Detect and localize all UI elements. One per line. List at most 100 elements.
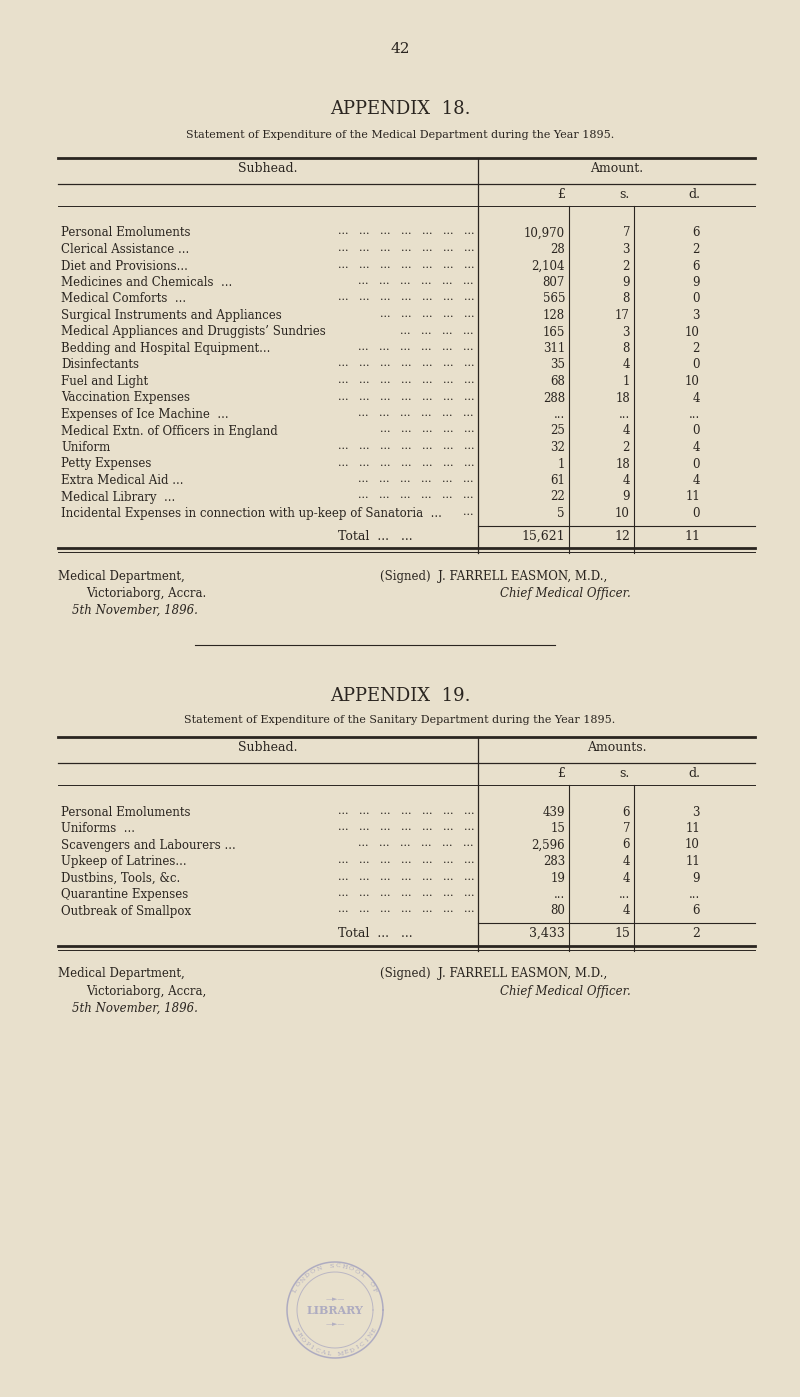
Text: ...   ...   ...   ...   ...   ...   ...: ... ... ... ... ... ... ... xyxy=(338,359,474,369)
Text: 8: 8 xyxy=(622,342,630,355)
Text: L: L xyxy=(326,1351,331,1356)
Text: LIBRARY: LIBRARY xyxy=(306,1305,363,1316)
Text: 68: 68 xyxy=(550,374,565,388)
Text: O: O xyxy=(299,1337,306,1344)
Text: ...: ... xyxy=(689,408,700,420)
Text: Personal Emoluments: Personal Emoluments xyxy=(61,806,190,819)
Text: 165: 165 xyxy=(542,326,565,338)
Text: 10,970: 10,970 xyxy=(524,226,565,239)
Text: 11: 11 xyxy=(684,529,700,542)
Text: 15: 15 xyxy=(550,821,565,835)
Text: 10: 10 xyxy=(615,507,630,520)
Text: 61: 61 xyxy=(550,474,565,488)
Text: Disinfectants: Disinfectants xyxy=(61,359,139,372)
Text: E: E xyxy=(371,1327,378,1333)
Text: 3: 3 xyxy=(693,806,700,819)
Text: 311: 311 xyxy=(542,342,565,355)
Text: ...   ...   ...   ...   ...   ...   ...: ... ... ... ... ... ... ... xyxy=(338,374,474,386)
Text: Medical Appliances and Druggists’ Sundries: Medical Appliances and Druggists’ Sundri… xyxy=(61,326,326,338)
Text: ...   ...   ...   ...   ...   ...   ...: ... ... ... ... ... ... ... xyxy=(338,888,474,898)
Text: 128: 128 xyxy=(543,309,565,321)
Text: ...   ...   ...   ...   ...   ...: ... ... ... ... ... ... xyxy=(358,838,474,848)
Text: N: N xyxy=(316,1266,322,1273)
Text: 32: 32 xyxy=(550,441,565,454)
Text: O: O xyxy=(296,1281,302,1288)
Text: ...   ...   ...   ...   ...   ...: ... ... ... ... ... ... xyxy=(358,490,474,500)
Text: Incidental Expenses in connection with up-keep of Sanatoria  ...: Incidental Expenses in connection with u… xyxy=(61,507,442,520)
Text: 1: 1 xyxy=(622,374,630,388)
Text: ...   ...   ...   ...   ...   ...   ...: ... ... ... ... ... ... ... xyxy=(338,821,474,833)
Text: Subhead.: Subhead. xyxy=(238,740,298,754)
Text: Expenses of Ice Machine  ...: Expenses of Ice Machine ... xyxy=(61,408,229,420)
Text: S: S xyxy=(330,1263,334,1268)
Text: 15,621: 15,621 xyxy=(522,529,565,542)
Text: O: O xyxy=(310,1268,317,1275)
Text: 4: 4 xyxy=(693,474,700,488)
Text: 7: 7 xyxy=(622,226,630,239)
Text: N: N xyxy=(299,1275,307,1284)
Text: Dustbins, Tools, &c.: Dustbins, Tools, &c. xyxy=(61,872,180,884)
Text: 15: 15 xyxy=(614,928,630,940)
Text: 11: 11 xyxy=(686,821,700,835)
Text: 9: 9 xyxy=(693,277,700,289)
Text: s.: s. xyxy=(620,189,630,201)
Text: 283: 283 xyxy=(542,855,565,868)
Text: Surgical Instruments and Appliances: Surgical Instruments and Appliances xyxy=(61,309,282,321)
Text: Chief Medical Officer.: Chief Medical Officer. xyxy=(500,985,630,997)
Text: APPENDIX  18.: APPENDIX 18. xyxy=(330,101,470,117)
Text: 5: 5 xyxy=(558,507,565,520)
Text: Total  ...   ...: Total ... ... xyxy=(338,928,413,940)
Text: ...   ...   ...   ...   ...   ...   ...: ... ... ... ... ... ... ... xyxy=(338,243,474,253)
Text: O: O xyxy=(353,1268,360,1275)
Text: 0: 0 xyxy=(693,359,700,372)
Text: C: C xyxy=(314,1347,321,1354)
Text: 3: 3 xyxy=(622,243,630,256)
Text: 807: 807 xyxy=(542,277,565,289)
Text: I: I xyxy=(310,1345,314,1351)
Text: ...   ...   ...   ...   ...   ...   ...: ... ... ... ... ... ... ... xyxy=(338,260,474,270)
Text: ...   ...   ...   ...   ...   ...   ...: ... ... ... ... ... ... ... xyxy=(338,226,474,236)
Text: Diet and Provisions...: Diet and Provisions... xyxy=(61,260,188,272)
Text: Medical Department,: Medical Department, xyxy=(58,968,185,981)
Text: Upkeep of Latrines...: Upkeep of Latrines... xyxy=(61,855,186,868)
Text: L: L xyxy=(359,1273,365,1278)
Text: ...   ...   ...   ...   ...   ...: ... ... ... ... ... ... xyxy=(358,474,474,483)
Text: O: O xyxy=(347,1266,354,1273)
Text: 25: 25 xyxy=(550,425,565,437)
Text: Personal Emoluments: Personal Emoluments xyxy=(61,226,190,239)
Text: —►—: —►— xyxy=(326,1322,345,1327)
Text: Victoriaborg, Accra.: Victoriaborg, Accra. xyxy=(86,587,206,599)
Text: Victoriaborg, Accra,: Victoriaborg, Accra, xyxy=(86,985,206,997)
Text: (Signed)  J. FARRELL EASMON, M.D.,: (Signed) J. FARRELL EASMON, M.D., xyxy=(380,570,607,583)
Text: ...: ... xyxy=(689,888,700,901)
Text: Scavengers and Labourers ...: Scavengers and Labourers ... xyxy=(61,838,236,852)
Text: Extra Medical Aid ...: Extra Medical Aid ... xyxy=(61,474,183,488)
Text: 28: 28 xyxy=(550,243,565,256)
Text: —►—: —►— xyxy=(326,1296,345,1302)
Text: C: C xyxy=(336,1263,341,1268)
Text: 35: 35 xyxy=(550,359,565,372)
Text: 4: 4 xyxy=(693,391,700,405)
Text: I: I xyxy=(356,1345,360,1351)
Text: ...   ...   ...   ...   ...   ...   ...: ... ... ... ... ... ... ... xyxy=(338,872,474,882)
Text: 9: 9 xyxy=(622,490,630,503)
Text: 439: 439 xyxy=(542,806,565,819)
Text: 2: 2 xyxy=(622,441,630,454)
Text: 2,596: 2,596 xyxy=(531,838,565,852)
Text: 3: 3 xyxy=(622,326,630,338)
Text: 18: 18 xyxy=(615,457,630,471)
Text: 80: 80 xyxy=(550,904,565,918)
Text: Medical Library  ...: Medical Library ... xyxy=(61,490,175,503)
Text: Amount.: Amount. xyxy=(590,162,643,175)
Text: ...   ...   ...   ...   ...   ...   ...: ... ... ... ... ... ... ... xyxy=(338,391,474,401)
Text: 3,433: 3,433 xyxy=(529,928,565,940)
Text: H: H xyxy=(342,1264,348,1270)
Text: P: P xyxy=(304,1341,310,1347)
Text: 288: 288 xyxy=(543,391,565,405)
Text: ...   ...   ...   ...   ...   ...   ...: ... ... ... ... ... ... ... xyxy=(338,441,474,451)
Text: 6: 6 xyxy=(622,838,630,852)
Text: d.: d. xyxy=(688,189,700,201)
Text: ...: ... xyxy=(554,408,565,420)
Text: 5th November, 1896.: 5th November, 1896. xyxy=(72,1002,198,1014)
Text: 0: 0 xyxy=(693,425,700,437)
